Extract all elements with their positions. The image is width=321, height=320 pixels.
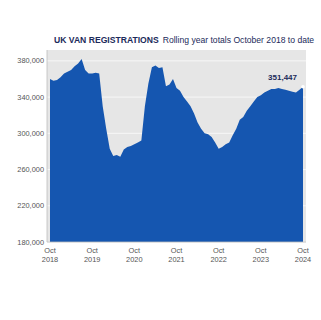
x-tick-label: Oct2019 <box>84 246 100 264</box>
x-tick-label: Oct2022 <box>210 246 226 264</box>
plot-area <box>50 59 303 242</box>
end-point <box>301 85 305 89</box>
y-tick-label: 300,000 <box>17 129 44 138</box>
x-tick-label: Oct2020 <box>126 246 142 264</box>
grid-line <box>47 60 306 61</box>
subtitle: Rolling year totals October 2018 to date <box>163 35 315 45</box>
title: UK VAN REGISTRATIONS Rolling year totals … <box>54 35 314 45</box>
y-tick-label: 260,000 <box>17 165 44 174</box>
y-tick-label: 220,000 <box>17 201 44 210</box>
chart: UK VAN REGISTRATIONS Rolling year totals … <box>0 0 321 320</box>
y-tick-label: 180,000 <box>17 238 44 247</box>
grid-line <box>47 242 306 243</box>
x-tick-label: Oct2024 <box>295 246 311 264</box>
y-tick-label: 380,000 <box>17 56 44 65</box>
area <box>50 59 303 242</box>
x-axis-line <box>47 242 306 243</box>
x-tick-label: Oct2021 <box>168 246 184 264</box>
x-tick-label: Oct2023 <box>253 246 269 264</box>
y-axis-line <box>47 50 48 242</box>
title-main: UK VAN REGISTRATIONS <box>54 35 159 45</box>
data-label: 351,447 <box>268 73 297 82</box>
x-tick-label: Oct2018 <box>42 246 58 264</box>
y-tick-label: 340,000 <box>17 93 44 102</box>
plot-background <box>47 50 306 242</box>
